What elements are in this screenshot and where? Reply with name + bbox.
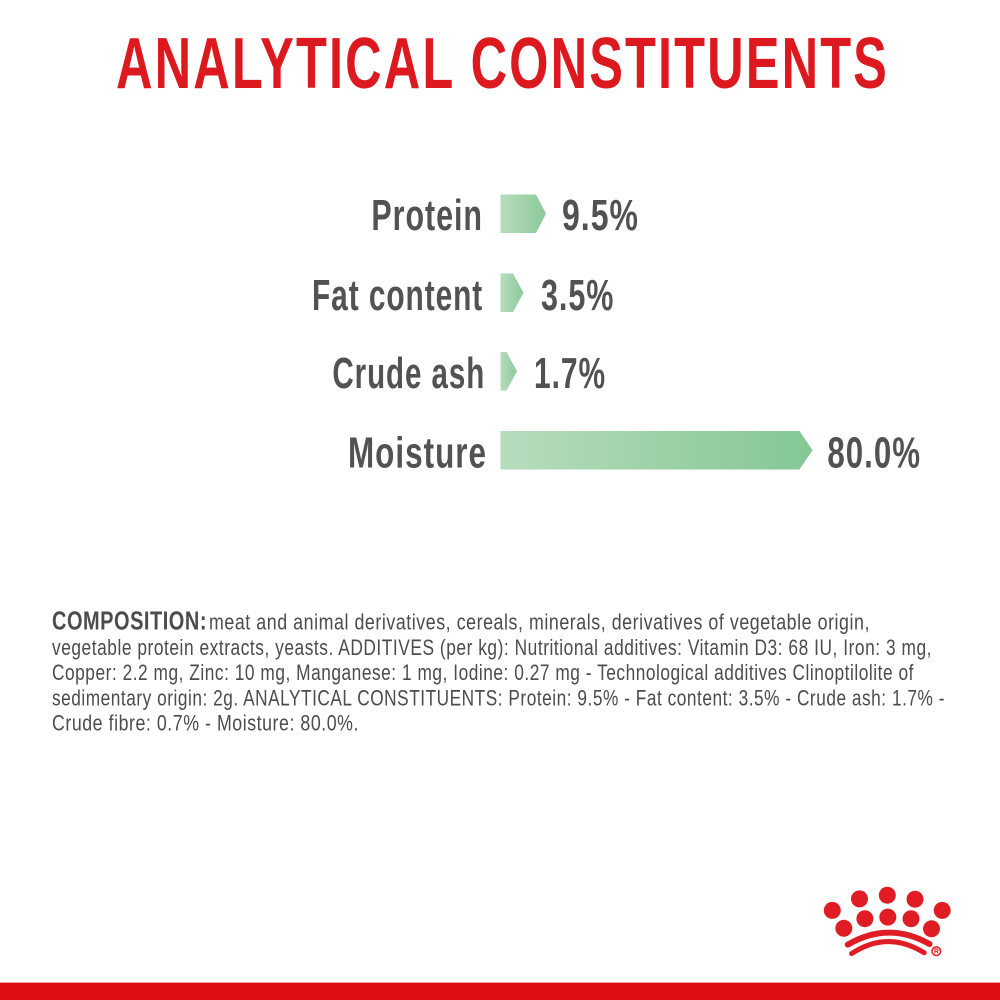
svg-text:Copper: 2.2 mg, Zinc: 10 mg, M: Copper: 2.2 mg, Zinc: 10 mg, Manganese: … — [52, 660, 914, 685]
svg-text:3.5%: 3.5% — [541, 271, 614, 320]
svg-text:meat and animal derivatives, c: meat and animal derivatives, cereals, mi… — [209, 610, 870, 635]
svg-text:Moisture: Moisture — [348, 429, 487, 478]
svg-text:sedimentary origin: 2g. ANALYT: sedimentary origin: 2g. ANALYTICAL CONST… — [52, 685, 945, 710]
svg-text:vegetable protein extracts, ye: vegetable protein extracts, yeasts. ADDI… — [52, 635, 932, 660]
svg-text:80.0%: 80.0% — [827, 429, 921, 478]
svg-text:9.5%: 9.5% — [562, 191, 639, 240]
svg-text:COMPOSITION:: COMPOSITION: — [52, 606, 207, 636]
svg-text:1.7%: 1.7% — [534, 349, 606, 398]
svg-text:Protein: Protein — [371, 191, 483, 240]
svg-text:Crude fibre: 0.7% - Moisture:: Crude fibre: 0.7% - Moisture: 80.0%. — [52, 711, 359, 736]
svg-text:ANALYTICAL CONSTITUENTS: ANALYTICAL CONSTITUENTS — [116, 24, 889, 104]
svg-text:Fat content: Fat content — [312, 271, 483, 320]
svg-text:Crude ash: Crude ash — [332, 349, 485, 398]
